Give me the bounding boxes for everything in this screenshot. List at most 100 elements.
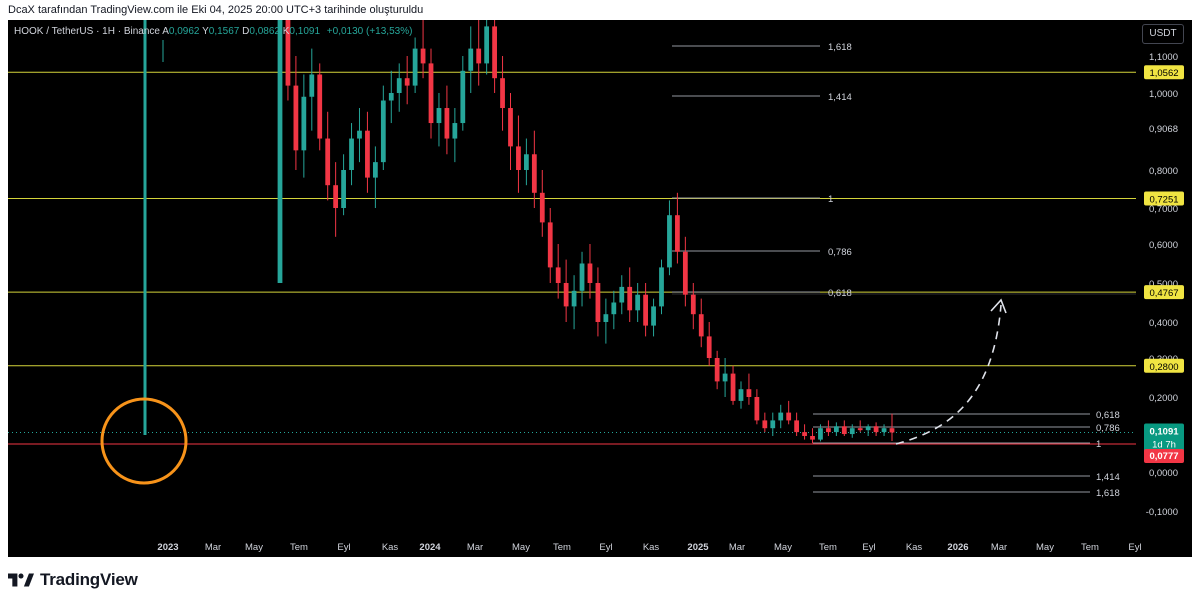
current-price-label: 0,1091 [1149, 426, 1179, 437]
candle-body [818, 428, 823, 440]
candle-body [428, 63, 434, 124]
currency-button[interactable]: USDT [1142, 24, 1184, 44]
fib-level-label: 0,618 [1096, 410, 1120, 421]
open-label: A [162, 26, 169, 37]
x-tick-label: May [1036, 542, 1054, 553]
candle-body [770, 420, 776, 429]
x-tick-label: May [774, 542, 792, 553]
x-tick-label: May [512, 542, 530, 553]
y-tick-label: 1,0000 [1149, 89, 1178, 100]
candle-body [754, 397, 760, 421]
fib-level-label: 0,786 [828, 247, 852, 258]
high-value: 0,1567 [208, 26, 240, 37]
candle-body [611, 302, 617, 315]
x-tick-label: Mar [467, 542, 483, 553]
candle-body [531, 154, 537, 193]
candle-body [555, 267, 561, 283]
candle-body [372, 162, 378, 178]
fib-level-label: 1,618 [1096, 488, 1120, 499]
candle-body [547, 222, 553, 268]
low-value: 0,0862 [249, 26, 280, 37]
candle-body [571, 290, 577, 307]
y-tick-label: -0,1000 [1146, 507, 1178, 518]
level-price-tag [1144, 285, 1184, 300]
x-tick-label: Eyl [337, 542, 350, 553]
support-price-label: 0,0777 [1149, 451, 1178, 462]
candle-body [539, 192, 545, 223]
candle-body [865, 426, 871, 431]
candle-body [619, 286, 625, 303]
y-tick-label: 0,0000 [1149, 468, 1178, 479]
chart-area[interactable]: 1,1000 1,0000 0,9068 0,8000 0,7000 0,6000 0,50… [8, 20, 1192, 557]
candle-body [404, 78, 410, 86]
highlight-circle [100, 397, 188, 485]
price-chart[interactable]: 1,1000 1,0000 0,9068 0,8000 0,7000 0,6000 0,50… [8, 20, 1192, 557]
high-label: Y [202, 26, 209, 37]
candle-body [396, 78, 402, 93]
chart-caption: DcaX tarafından TradingView.com ile Eki … [8, 4, 424, 16]
candle-body [563, 283, 569, 307]
candle-body [786, 412, 792, 421]
candle-body [849, 428, 855, 435]
level-price-label: 0,2800 [1149, 362, 1178, 373]
x-tick-label: 2026 [947, 542, 968, 553]
y-tick-label: 0,7000 [1149, 204, 1178, 215]
candle-body [706, 336, 712, 358]
y-tick-label: 1,1000 [1149, 52, 1178, 63]
candle-body [492, 26, 497, 79]
candle-body [857, 428, 863, 431]
x-tick-label: Kas [643, 542, 660, 553]
fib-level-label: 1 [828, 194, 833, 205]
candle-body [873, 426, 879, 433]
candle-body [341, 170, 346, 208]
candle-body [380, 100, 386, 163]
candle-body [659, 267, 664, 307]
y-tick-label: 0,2000 [1149, 393, 1178, 404]
candle-body [388, 93, 394, 101]
candle-body [682, 251, 688, 295]
x-tick-label: 2023 [157, 542, 178, 553]
candle-body [746, 389, 752, 397]
candle-body [452, 123, 458, 139]
close-label: K [282, 26, 290, 37]
y-tick-label: 0,4000 [1149, 318, 1178, 329]
level-price-label: 0,4767 [1149, 288, 1178, 299]
fib-level-label: 1,618 [828, 42, 852, 53]
x-tick-label: Tem [1081, 542, 1099, 553]
candle-body [285, 20, 291, 86]
open-value: 0,0962 [168, 26, 200, 37]
x-tick-label: 2025 [687, 542, 709, 553]
candle-body [579, 263, 585, 291]
x-tick-label: Mar [729, 542, 745, 553]
y-tick-label: 0,9068 [1149, 124, 1178, 135]
y-tick-label: 0,8000 [1149, 166, 1178, 177]
candle-body [365, 130, 370, 178]
candle-body [826, 428, 831, 433]
candle-body [714, 358, 720, 382]
fib-level-label: 1,414 [828, 92, 852, 103]
candle-body [500, 78, 505, 109]
x-tick-label: Kas [906, 542, 923, 553]
low-label: D [242, 26, 250, 37]
projection-arrow [895, 304, 1002, 445]
candle-body [667, 215, 672, 268]
level-price-tag [1144, 358, 1184, 373]
candle-body [722, 373, 728, 382]
candle-body [444, 108, 450, 139]
candle-body [468, 48, 474, 71]
candle-body [635, 294, 641, 311]
candle-body [325, 138, 331, 186]
fib-level-label: 1 [1096, 439, 1101, 450]
candle-body [690, 294, 696, 315]
candle-body [508, 108, 513, 147]
y-tick-label: 0,5000 [1149, 279, 1178, 290]
x-tick-label: Eyl [1128, 542, 1141, 553]
candle-body [524, 154, 529, 170]
candle-body [833, 426, 839, 433]
candle-body [516, 146, 521, 170]
x-tick-label: 2024 [419, 542, 441, 553]
candle-body [762, 420, 768, 429]
bar-countdown-label: 1d 7h [1152, 439, 1176, 450]
brand-name: TradingView [40, 570, 138, 589]
candle-body [412, 48, 418, 86]
